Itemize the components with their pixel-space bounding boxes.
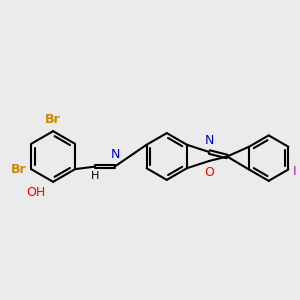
Text: I: I — [293, 165, 297, 178]
Text: O: O — [204, 167, 214, 179]
Text: OH: OH — [27, 186, 46, 199]
Text: H: H — [91, 171, 99, 182]
Text: N: N — [205, 134, 214, 146]
Text: Br: Br — [45, 112, 61, 126]
Text: N: N — [111, 148, 120, 161]
Text: Br: Br — [11, 163, 26, 176]
